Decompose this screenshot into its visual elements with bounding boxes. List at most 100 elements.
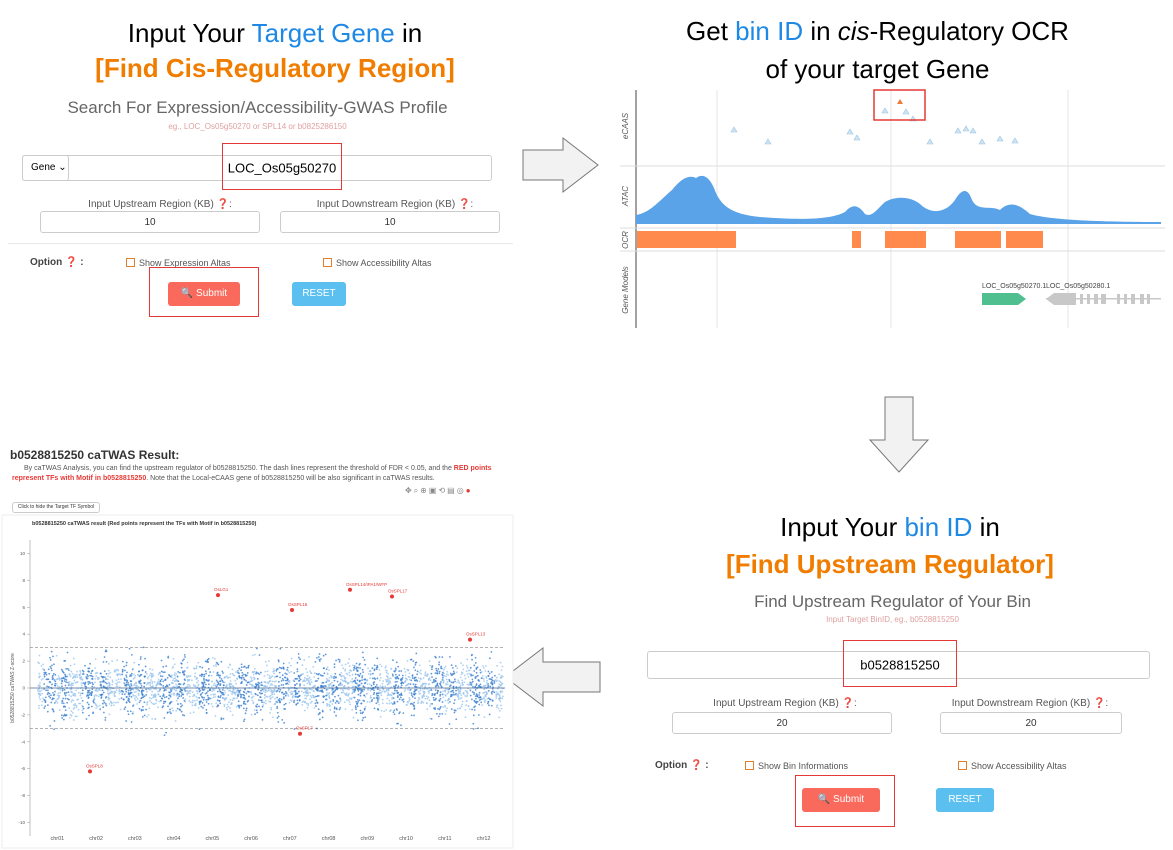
texture-dot <box>363 678 366 681</box>
x-tick-label: chr07 <box>283 836 297 842</box>
button-text: Submit <box>833 794 865 805</box>
texture-dot <box>104 703 107 705</box>
texture-dot <box>43 673 46 676</box>
texture-dot <box>207 683 210 686</box>
texture-dot <box>380 694 383 697</box>
texture-dot <box>466 658 469 661</box>
texture-dot <box>314 695 317 698</box>
texture-dot <box>106 692 109 695</box>
texture-dot <box>217 696 220 698</box>
texture-dot <box>170 701 172 703</box>
texture-dot <box>109 676 112 679</box>
texture-dot <box>201 701 204 704</box>
x-tick-label: chr02 <box>89 836 103 842</box>
texture-dot <box>133 682 136 685</box>
checkbox[interactable]: Show Accessibility Altas <box>323 258 432 268</box>
texture-dot <box>205 712 208 714</box>
texture-dot <box>434 698 437 701</box>
texture-dot <box>339 706 342 709</box>
texture-dot <box>484 701 486 703</box>
texture-dot <box>96 705 99 708</box>
texture-dot <box>296 661 299 664</box>
texture-dot <box>155 698 157 701</box>
texture-dot <box>275 669 278 672</box>
texture-dot <box>210 693 212 696</box>
texture-dot <box>88 689 91 692</box>
texture-dot <box>68 681 71 683</box>
texture-dot <box>180 662 183 665</box>
texture-dot <box>327 683 330 686</box>
texture-dot <box>194 685 197 688</box>
search-input[interactable] <box>22 155 492 181</box>
texture-dot <box>293 699 296 702</box>
texture-dot <box>56 698 59 701</box>
texture-dot <box>138 707 141 710</box>
submit-button[interactable]: 🔍 Submit <box>802 788 880 812</box>
texture-dot <box>413 701 415 704</box>
checkbox[interactable]: Show Accessibility Altas <box>958 761 1067 771</box>
texture-dot <box>218 688 221 691</box>
texture-dot <box>185 675 188 678</box>
texture-dot <box>125 684 128 687</box>
texture-dot <box>377 694 380 697</box>
texture-dot <box>456 694 458 697</box>
texture-dot <box>159 695 162 698</box>
toggle-button[interactable]: Click to hide the Target TF Symbol <box>12 502 100 513</box>
texture-dot <box>386 676 389 678</box>
downstream-label: Input Downstream Region (KB) ❓: <box>316 199 474 210</box>
texture-dot <box>240 669 242 672</box>
texture-dot <box>448 700 451 703</box>
downstream-input[interactable]: 20 <box>940 712 1122 734</box>
texture-dot <box>102 691 105 694</box>
select[interactable]: Gene ⌄ <box>22 155 69 181</box>
checkbox[interactable]: Show Expression Altas <box>126 258 231 268</box>
texture-dot <box>333 663 336 666</box>
reset-button[interactable]: RESET <box>936 788 994 812</box>
texture-dot <box>180 666 183 669</box>
texture-dot <box>178 671 181 674</box>
texture-dot <box>304 680 307 682</box>
texture-dot <box>329 704 331 707</box>
texture-dot <box>498 716 501 719</box>
texture-dot <box>162 693 165 696</box>
texture-dot <box>415 688 418 691</box>
texture-dot <box>415 661 418 664</box>
texture-dot <box>445 678 448 681</box>
texture-dot <box>170 682 173 684</box>
texture-dot <box>495 697 498 699</box>
texture-dot <box>44 705 47 708</box>
texture-dot <box>306 688 309 691</box>
texture-dot <box>355 702 358 705</box>
texture-dot <box>326 678 329 681</box>
texture-dot <box>381 685 384 688</box>
texture-dot <box>418 664 421 667</box>
reset-button[interactable]: RESET <box>292 282 346 306</box>
texture-dot <box>127 710 129 713</box>
texture-dot <box>237 700 240 703</box>
texture-dot <box>400 684 403 687</box>
checkbox[interactable]: Show Bin Informations <box>745 761 848 771</box>
search-input[interactable] <box>647 651 1150 679</box>
submit-button[interactable]: 🔍 Submit <box>168 282 240 306</box>
texture-dot <box>488 704 490 707</box>
texture-dot <box>93 701 95 704</box>
upstream-input[interactable]: 10 <box>40 211 260 233</box>
texture-dot <box>251 699 254 702</box>
texture-dot <box>465 670 468 673</box>
upstream-input[interactable]: 20 <box>672 712 892 734</box>
texture-dot <box>202 706 204 709</box>
texture-dot <box>125 674 128 677</box>
texture-dot <box>171 667 174 669</box>
texture-dot <box>467 704 470 707</box>
texture-dot <box>223 703 226 706</box>
texture-dot <box>378 698 381 700</box>
texture-dot <box>333 691 335 693</box>
texture-dot <box>436 682 439 685</box>
texture-dot <box>198 700 201 703</box>
texture-dot <box>463 681 466 683</box>
texture-dot <box>493 680 496 683</box>
texture-dot <box>42 663 45 666</box>
downstream-input[interactable]: 10 <box>280 211 500 233</box>
texture-dot <box>396 680 398 683</box>
texture-dot <box>177 680 180 683</box>
